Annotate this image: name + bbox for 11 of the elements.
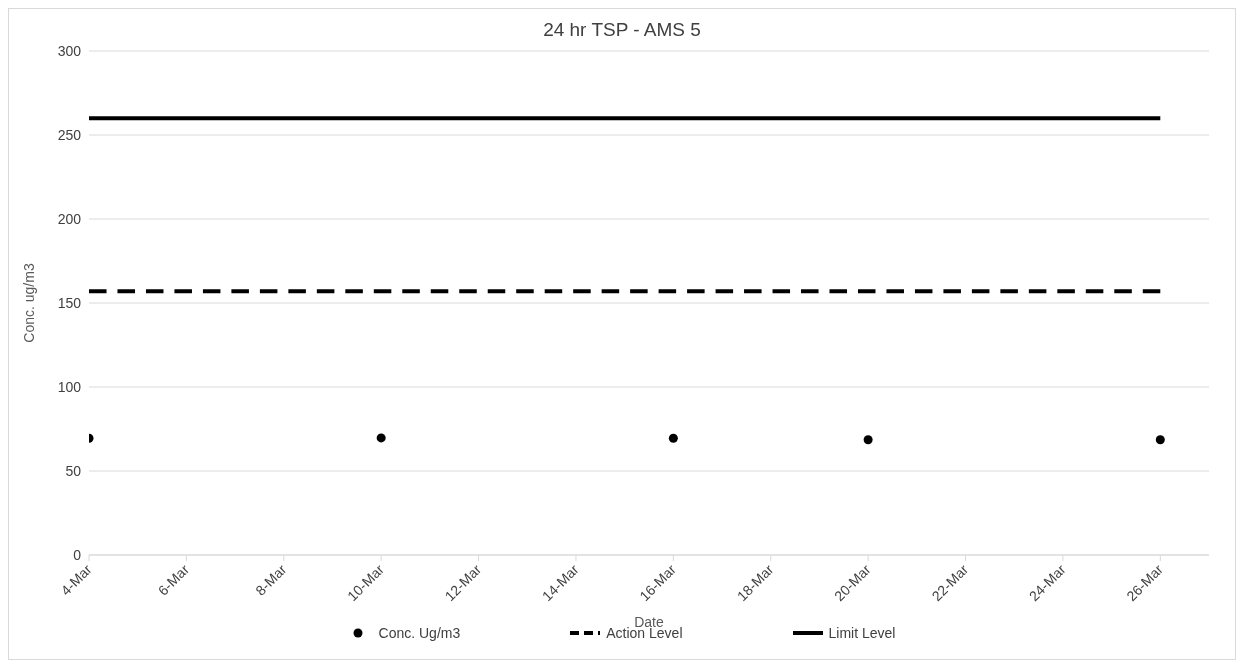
- y-axis-title: Conc. ug/m3: [20, 263, 37, 343]
- y-tick-label: 50: [65, 462, 82, 479]
- y-tick-label: 100: [57, 378, 82, 395]
- y-tick-label: 200: [57, 210, 82, 227]
- legend-label: Limit Level: [827, 625, 896, 641]
- y-tick-label: 250: [57, 126, 82, 143]
- y-tick-label: 0: [73, 546, 82, 563]
- legend-label: Conc. Ug/m3: [377, 625, 461, 641]
- y-tick-label: 300: [57, 42, 82, 59]
- y-tick-label: 150: [57, 294, 82, 311]
- chart-title: 24 hr TSP - AMS 5: [542, 19, 702, 41]
